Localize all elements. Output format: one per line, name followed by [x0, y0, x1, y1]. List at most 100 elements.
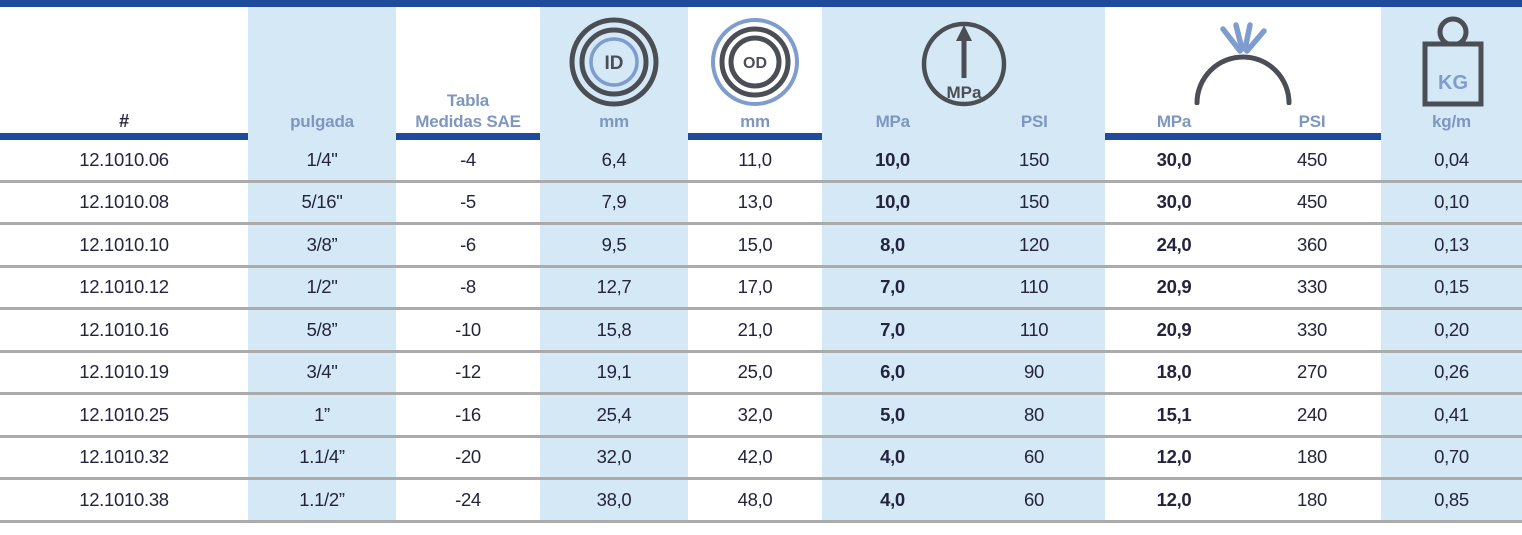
- cell-inch-size: 1/4": [248, 140, 396, 180]
- cell-working-mpa: 5,0: [822, 395, 963, 435]
- header-weight: KG kg/m: [1381, 7, 1522, 142]
- cell-sae-size: -4: [460, 148, 476, 170]
- cell-sae-size: -8: [460, 276, 476, 298]
- cell-inch-size: 5/8”: [248, 310, 396, 350]
- cell-inner-diameter-mm: 9,5: [540, 225, 688, 265]
- cell-outer-diameter-mm: 13,0: [737, 191, 773, 213]
- table-row: 12.1010.38 1.1/2” -24 38,0 48,0 4,0 60 1…: [0, 480, 1522, 523]
- cell-burst-psi: 180: [1297, 488, 1327, 510]
- cell-burst-psi: 330: [1297, 276, 1327, 298]
- cell-working-psi: 90: [963, 352, 1105, 392]
- table-row: 12.1010.25 1” -16 25,4 32,0 5,0 80 15,1 …: [0, 395, 1522, 438]
- table-body: 12.1010.06 1/4" -4 6,4 11,0 10,0 150 30,…: [0, 140, 1522, 523]
- cell-sae-size: -16: [455, 403, 481, 425]
- cell-working-psi: 120: [963, 225, 1105, 265]
- header-sae: Tabla Medidas SAE: [396, 7, 540, 141]
- cell-outer-diameter-mm: 17,0: [737, 276, 773, 298]
- cell-inner-diameter-mm: 19,1: [540, 352, 688, 392]
- header-burst-pressure: MPa PSI: [1105, 7, 1381, 141]
- burst-pressure-icon: [1105, 7, 1381, 111]
- cell-inner-diameter-mm: 15,8: [540, 310, 688, 350]
- cell-burst-psi: 270: [1297, 361, 1327, 383]
- cell-burst-mpa: 30,0: [1156, 148, 1192, 170]
- cell-weight-kg-m: 0,04: [1381, 140, 1522, 180]
- svg-text:ID: ID: [605, 53, 624, 74]
- cell-part-number: 12.1010.10: [79, 233, 169, 255]
- cell-inner-diameter-mm: 38,0: [540, 480, 688, 520]
- cell-outer-diameter-mm: 32,0: [737, 403, 773, 425]
- header-working-pressure: MPa MPa PSI: [822, 7, 1105, 142]
- cell-burst-mpa: 24,0: [1156, 233, 1192, 255]
- cell-working-mpa: 10,0: [822, 140, 963, 180]
- cell-inner-diameter-mm: 25,4: [540, 395, 688, 435]
- weight-kg-icon: KG: [1381, 7, 1522, 111]
- cell-inch-size: 5/16": [248, 182, 396, 222]
- cell-outer-diameter-mm: 25,0: [737, 361, 773, 383]
- cell-working-mpa: 10,0: [822, 182, 963, 222]
- cell-burst-psi: 180: [1297, 446, 1327, 468]
- cell-part-number: 12.1010.06: [79, 148, 169, 170]
- cell-weight-kg-m: 0,20: [1381, 310, 1522, 350]
- cell-working-psi: 110: [963, 310, 1105, 350]
- svg-text:OD: OD: [743, 55, 767, 72]
- cell-weight-kg-m: 0,41: [1381, 395, 1522, 435]
- cell-inner-diameter-mm: 12,7: [540, 267, 688, 307]
- cell-working-mpa: 8,0: [822, 225, 963, 265]
- cell-part-number: 12.1010.25: [79, 403, 169, 425]
- inch-label: pulgada: [290, 112, 354, 131]
- cell-burst-mpa: 15,1: [1156, 403, 1192, 425]
- cell-part-number: 12.1010.16: [79, 318, 169, 340]
- cell-part-number: 12.1010.12: [79, 276, 169, 298]
- cell-inch-size: 1.1/4”: [248, 437, 396, 477]
- id-unit-label: mm: [599, 112, 629, 131]
- header-part-number: #: [0, 7, 248, 141]
- outer-diameter-icon: OD: [688, 7, 822, 111]
- cell-burst-mpa: 12,0: [1156, 488, 1192, 510]
- table-header: # pulgada Tabla Medidas SAE ID mm: [0, 7, 1522, 142]
- cell-working-psi: 80: [963, 395, 1105, 435]
- header-outer-diameter: OD mm: [688, 7, 822, 141]
- header-inch: pulgada: [248, 7, 396, 142]
- cell-sae-size: -10: [455, 318, 481, 340]
- cell-part-number: 12.1010.32: [79, 446, 169, 468]
- weight-unit-label: kg/m: [1432, 112, 1471, 131]
- working-psi-label: PSI: [1020, 112, 1048, 131]
- cell-working-psi: 60: [963, 437, 1105, 477]
- table-row: 12.1010.10 3/8” -6 9,5 15,0 8,0 120 24,0…: [0, 225, 1522, 268]
- table-row: 12.1010.32 1.1/4” -20 32,0 42,0 4,0 60 1…: [0, 437, 1522, 480]
- cell-working-psi: 60: [963, 480, 1105, 520]
- cell-inch-size: 1/2": [248, 267, 396, 307]
- working-mpa-label: MPa: [875, 112, 911, 131]
- cell-part-number: 12.1010.38: [79, 488, 169, 510]
- cell-sae-size: -24: [455, 488, 481, 510]
- sae-label: Tabla Medidas SAE: [415, 90, 521, 131]
- cell-part-number: 12.1010.08: [79, 191, 169, 213]
- cell-burst-psi: 450: [1297, 148, 1327, 170]
- cell-burst-mpa: 20,9: [1156, 318, 1192, 340]
- svg-text:KG: KG: [1438, 72, 1468, 94]
- inner-diameter-icon: ID: [540, 7, 688, 111]
- part-number-label: #: [119, 110, 129, 131]
- cell-inner-diameter-mm: 7,9: [540, 182, 688, 222]
- cell-outer-diameter-mm: 42,0: [737, 446, 773, 468]
- svg-text:MPa: MPa: [946, 83, 982, 102]
- cell-weight-kg-m: 0,70: [1381, 437, 1522, 477]
- burst-mpa-label: MPa: [1156, 112, 1192, 131]
- cell-weight-kg-m: 0,10: [1381, 182, 1522, 222]
- od-unit-label: mm: [740, 112, 770, 131]
- table-row: 12.1010.16 5/8” -10 15,8 21,0 7,0 110 20…: [0, 310, 1522, 353]
- cell-working-psi: 110: [963, 267, 1105, 307]
- cell-inch-size: 3/8”: [248, 225, 396, 265]
- cell-working-mpa: 6,0: [822, 352, 963, 392]
- cell-burst-mpa: 18,0: [1156, 361, 1192, 383]
- pressure-gauge-icon: MPa: [822, 7, 1105, 111]
- cell-working-psi: 150: [963, 140, 1105, 180]
- working-pressure-units: MPa PSI: [822, 111, 1105, 132]
- cell-sae-size: -20: [455, 446, 481, 468]
- table-row: 12.1010.19 3/4" -12 19,1 25,0 6,0 90 18,…: [0, 352, 1522, 395]
- cell-burst-mpa: 30,0: [1156, 191, 1192, 213]
- cell-working-mpa: 4,0: [822, 480, 963, 520]
- table-row: 12.1010.08 5/16" -5 7,9 13,0 10,0 150 30…: [0, 182, 1522, 225]
- cell-burst-psi: 450: [1297, 191, 1327, 213]
